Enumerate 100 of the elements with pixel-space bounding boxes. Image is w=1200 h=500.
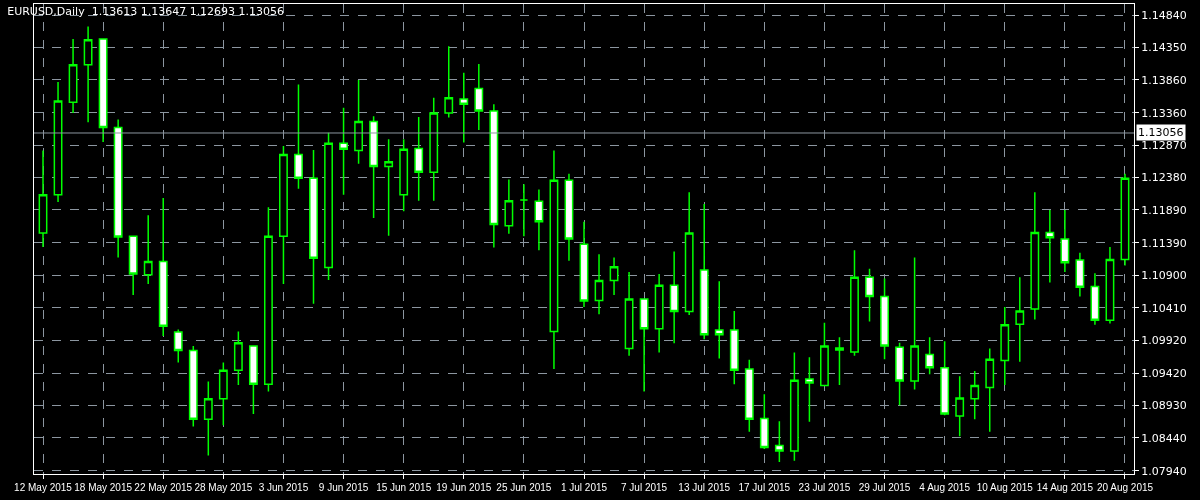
x-tick-label: 4 Aug 2015 xyxy=(919,482,971,493)
x-tick-label: 29 Jul 2015 xyxy=(858,482,911,493)
candlestick xyxy=(53,81,63,203)
candlestick xyxy=(188,345,198,428)
candlestick xyxy=(654,273,664,354)
candlestick xyxy=(970,370,980,420)
y-tick-label: 1.09920 xyxy=(1141,333,1187,347)
candlestick xyxy=(158,197,168,337)
candlestick xyxy=(639,297,649,393)
candlestick xyxy=(414,116,424,202)
x-tick-label: 7 Jul 2015 xyxy=(621,482,668,493)
candlestick xyxy=(128,234,138,296)
candlestick xyxy=(759,393,769,450)
candlestick xyxy=(564,172,574,262)
x-tick-label: 22 May 2015 xyxy=(134,482,193,493)
candlestick xyxy=(624,271,634,357)
candlestick xyxy=(1045,209,1055,284)
candlestick xyxy=(985,347,995,433)
candlestick xyxy=(549,149,559,370)
candlestick xyxy=(820,322,829,387)
candlestick xyxy=(38,149,48,248)
candlestick xyxy=(910,256,920,391)
candlestick xyxy=(1015,276,1025,363)
candlestick xyxy=(925,336,935,376)
candlestick xyxy=(429,96,439,202)
candlestick xyxy=(729,310,739,385)
candlestick xyxy=(474,63,484,131)
candlestick xyxy=(850,249,859,357)
candlestick xyxy=(804,356,814,423)
x-tick-label: 19 Jun 2015 xyxy=(436,482,492,493)
x-tick-label: 3 Jun 2015 xyxy=(258,482,309,493)
candlestick xyxy=(354,79,364,165)
x-tick-label: 23 Jul 2015 xyxy=(798,482,851,493)
candlestick xyxy=(714,280,724,360)
candlestick xyxy=(955,375,965,438)
candlestick xyxy=(1075,252,1085,298)
candlestick xyxy=(1090,272,1100,326)
candlestick xyxy=(68,38,78,114)
y-tick-label: 1.10410 xyxy=(1141,301,1187,315)
candlestick xyxy=(173,328,183,364)
candlestick xyxy=(143,214,153,285)
candlestick xyxy=(940,340,950,416)
candlestick xyxy=(1030,191,1040,321)
candlestick xyxy=(294,83,303,190)
y-tick-label: 1.14840 xyxy=(1141,9,1187,23)
candlestick xyxy=(83,25,93,123)
candlestick xyxy=(399,138,409,213)
candlestick xyxy=(279,145,288,285)
candlestick xyxy=(835,336,844,386)
candlestick xyxy=(669,250,679,345)
x-tick-label: 25 Jun 2015 xyxy=(496,482,552,493)
candlestick xyxy=(324,131,333,281)
x-tick-label: 9 Jun 2015 xyxy=(318,482,369,493)
candlestick xyxy=(699,203,709,341)
y-tick-label: 1.11890 xyxy=(1141,203,1187,217)
candlestick xyxy=(98,37,108,143)
candlestick xyxy=(248,344,258,415)
x-tick-label: 20 Aug 2015 xyxy=(1096,482,1154,493)
candlestick xyxy=(263,206,273,393)
x-tick-label: 1 Jul 2015 xyxy=(560,482,608,493)
candlestick xyxy=(444,45,454,119)
x-tick-label: 18 May 2015 xyxy=(74,482,133,493)
candlestick xyxy=(880,277,889,360)
candlestick xyxy=(489,103,499,249)
candlestick xyxy=(684,191,694,316)
candlestick xyxy=(218,361,228,426)
candlestick xyxy=(534,188,544,251)
candlestick xyxy=(1105,246,1115,325)
y-tick-label: 1.11390 xyxy=(1141,236,1187,250)
x-tick-label: 17 Jul 2015 xyxy=(738,482,791,493)
candlestick xyxy=(384,138,394,237)
y-tick-label: 1.13360 xyxy=(1141,106,1187,120)
y-tick-label: 1.08930 xyxy=(1141,399,1187,413)
candlestick xyxy=(1120,172,1130,267)
candlestick xyxy=(233,330,243,386)
candlestick xyxy=(504,178,514,235)
x-tick-label: 13 Jul 2015 xyxy=(678,482,731,493)
x-tick-label: 28 May 2015 xyxy=(194,482,253,493)
candlestick xyxy=(594,253,604,315)
candlestick xyxy=(369,115,379,219)
candlestick xyxy=(865,267,874,323)
x-tick-label: 15 Jun 2015 xyxy=(376,482,432,493)
candlestick xyxy=(744,359,754,433)
y-tick-label: 1.14350 xyxy=(1141,41,1187,55)
candlestick xyxy=(339,106,348,196)
y-tick-label: 1.09420 xyxy=(1141,366,1187,380)
x-tick-label: 14 Aug 2015 xyxy=(1036,482,1094,493)
y-tick-label: 1.12870 xyxy=(1141,139,1187,153)
x-tick-label: 10 Aug 2015 xyxy=(976,482,1034,493)
candlestick xyxy=(203,380,213,457)
y-tick-label: 1.10900 xyxy=(1141,269,1187,283)
ref-line-label: 1.13056 xyxy=(1138,126,1184,139)
candlestick xyxy=(309,149,318,305)
y-tick-label: 1.12380 xyxy=(1141,171,1187,185)
candlestick xyxy=(1000,306,1010,386)
candlestick xyxy=(579,221,589,308)
candlestick xyxy=(895,341,905,407)
candlestick xyxy=(609,256,619,296)
candlestick xyxy=(459,71,469,144)
x-tick-label: 12 May 2015 xyxy=(14,482,73,493)
